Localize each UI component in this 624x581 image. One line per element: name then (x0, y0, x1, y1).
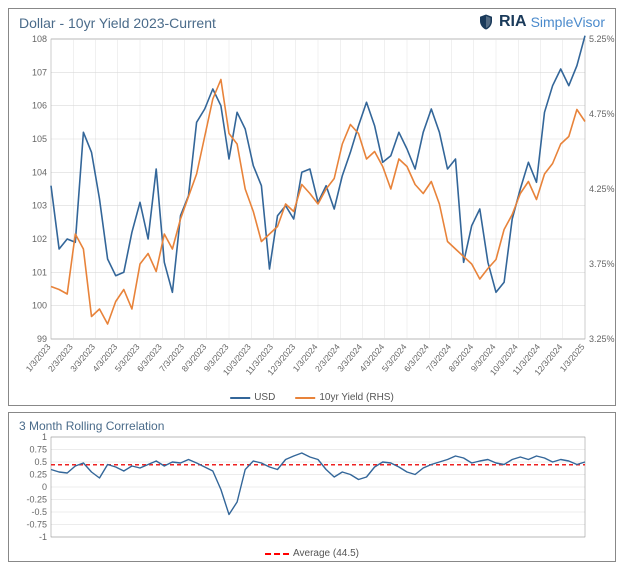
legend-swatch (295, 397, 315, 399)
legend-item-usd: USD (230, 392, 275, 403)
bottom-chart-svg: -1 -0.75 -0.5 -0.25 0 0.25 0.5 0.75 1 (9, 413, 617, 563)
svg-text:3.25%: 3.25% (589, 334, 615, 344)
svg-text:0.5: 0.5 (34, 457, 47, 467)
bottom-chart-panel: 3 Month Rolling Correlation -1-0.75-0.5-… (8, 412, 616, 562)
legend-swatch (230, 397, 250, 399)
legend-item-yield: 10yr Yield (RHS) (295, 392, 393, 403)
svg-text:-1: -1 (39, 532, 47, 542)
svg-text:0.25: 0.25 (29, 470, 47, 480)
svg-text:4.75%: 4.75% (589, 109, 615, 119)
svg-text:3.75%: 3.75% (589, 259, 615, 269)
legend-label: Average (44.5) (293, 548, 359, 559)
svg-text:100: 100 (32, 301, 47, 311)
svg-text:105: 105 (32, 134, 47, 144)
svg-text:5.25%: 5.25% (589, 34, 615, 44)
top-chart-svg: 991001011021031041051061071083.25%3.75%4… (9, 9, 617, 407)
svg-text:-0.5: -0.5 (31, 507, 47, 517)
legend-item-avg: Average (44.5) (265, 548, 359, 559)
bottom-legend: Average (44.5) (265, 548, 359, 559)
svg-text:102: 102 (32, 234, 47, 244)
legend-label: USD (254, 392, 275, 403)
svg-text:106: 106 (32, 101, 47, 111)
legend-swatch-dashed (265, 553, 289, 555)
top-legend: USD 10yr Yield (RHS) (230, 392, 394, 403)
svg-text:104: 104 (32, 167, 47, 177)
svg-text:-0.75: -0.75 (26, 520, 47, 530)
legend-label: 10yr Yield (RHS) (319, 392, 393, 403)
svg-text:103: 103 (32, 201, 47, 211)
svg-text:0.75: 0.75 (29, 445, 47, 455)
svg-text:101: 101 (32, 267, 47, 277)
svg-text:1: 1 (42, 432, 47, 442)
svg-text:108: 108 (32, 34, 47, 44)
svg-text:107: 107 (32, 67, 47, 77)
svg-text:-0.25: -0.25 (26, 495, 47, 505)
svg-text:0: 0 (42, 482, 47, 492)
svg-text:4.25%: 4.25% (589, 184, 615, 194)
top-chart-panel: Dollar - 10yr Yield 2023-Current RIA Sim… (8, 8, 616, 406)
